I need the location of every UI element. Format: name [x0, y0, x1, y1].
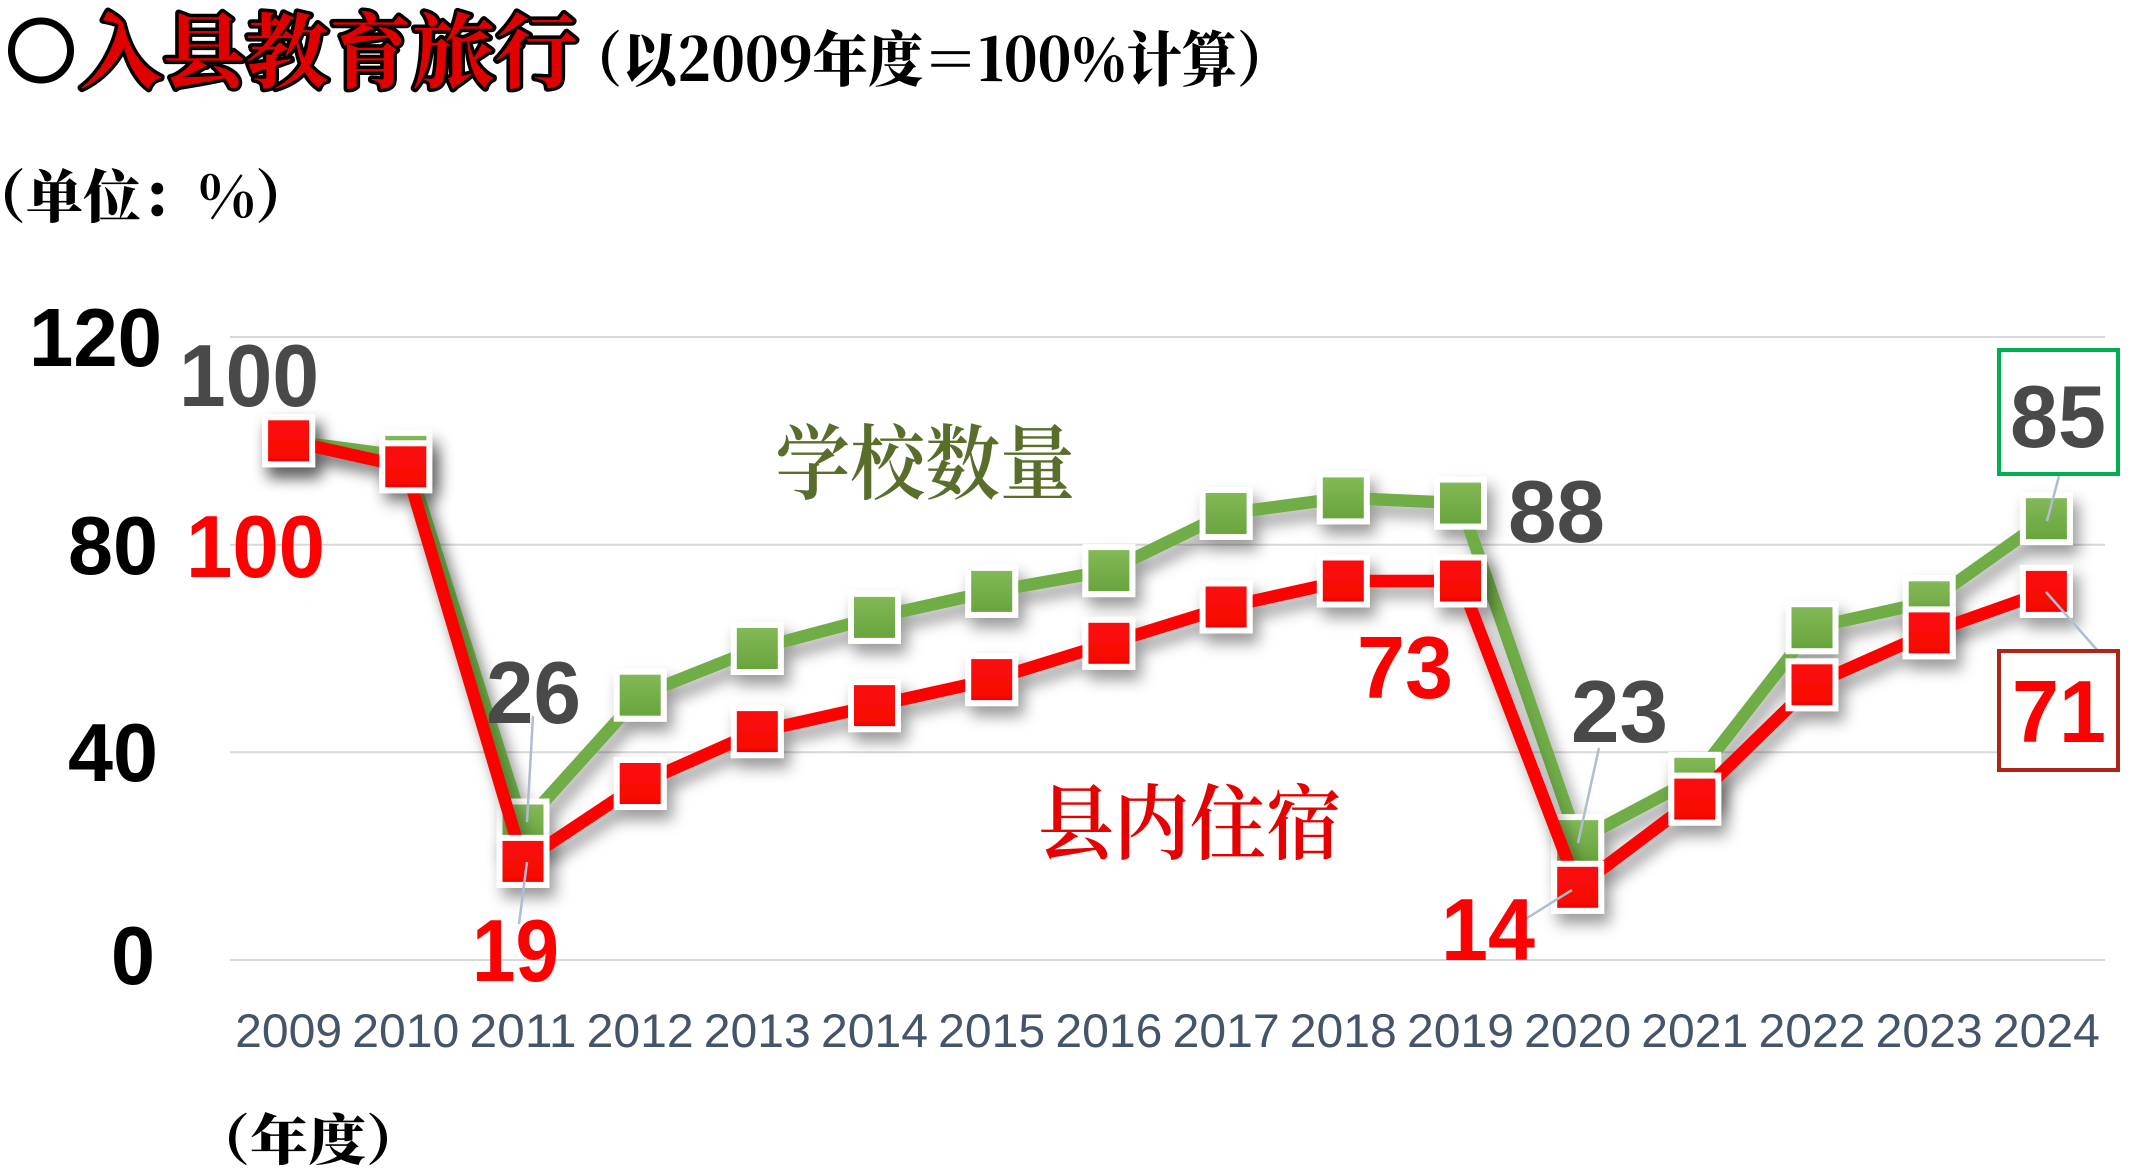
svg-text:2022: 2022: [1759, 1004, 1866, 1057]
svg-text:2016: 2016: [1055, 1004, 1162, 1057]
svg-text:2013: 2013: [704, 1004, 811, 1057]
svg-text:2023: 2023: [1876, 1004, 1983, 1057]
svg-text:2020: 2020: [1524, 1004, 1631, 1057]
svg-text:26: 26: [486, 643, 581, 742]
svg-text:2018: 2018: [1290, 1004, 1397, 1057]
svg-text:120: 120: [29, 291, 162, 384]
svg-text:100: 100: [179, 326, 319, 425]
svg-text:73: 73: [1357, 618, 1453, 717]
svg-text:2019: 2019: [1407, 1004, 1514, 1057]
svg-text:71: 71: [2012, 662, 2106, 761]
svg-text:23: 23: [1571, 662, 1668, 761]
svg-text:88: 88: [1508, 462, 1605, 561]
svg-text:2014: 2014: [821, 1004, 928, 1057]
svg-text:80: 80: [68, 499, 158, 592]
svg-text:2015: 2015: [938, 1004, 1045, 1057]
svg-text:100: 100: [186, 497, 325, 596]
svg-text:0: 0: [111, 909, 155, 1002]
svg-text:2010: 2010: [352, 1004, 459, 1057]
svg-text:2012: 2012: [587, 1004, 694, 1057]
svg-text:2017: 2017: [1173, 1004, 1280, 1057]
svg-text:2024: 2024: [1993, 1004, 2100, 1057]
svg-text:2009: 2009: [235, 1004, 342, 1057]
svg-text:14: 14: [1441, 880, 1535, 979]
svg-text:19: 19: [472, 901, 559, 1000]
svg-text:40: 40: [68, 706, 158, 799]
svg-text:85: 85: [2010, 367, 2106, 466]
svg-text:2021: 2021: [1641, 1004, 1748, 1057]
svg-text:2011: 2011: [470, 1004, 577, 1057]
